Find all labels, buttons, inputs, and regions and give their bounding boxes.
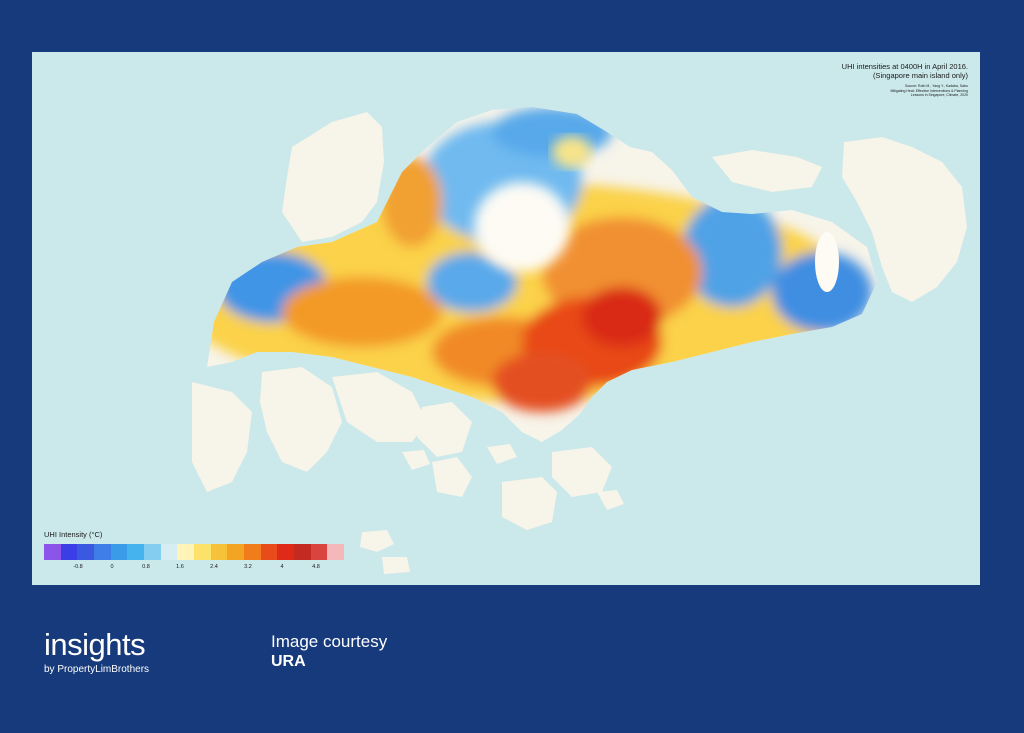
offshore-islands xyxy=(192,112,967,574)
legend-swatch xyxy=(77,544,95,560)
legend-swatch xyxy=(294,544,311,560)
brand-name: insights xyxy=(44,627,146,662)
legend-tick-label: 3.2 xyxy=(244,564,252,570)
map-title: UHI intensities at 0400H in April 2016. … xyxy=(842,62,968,80)
uhi-map-panel: UHI intensities at 0400H in April 2016. … xyxy=(32,52,980,585)
legend-swatch xyxy=(244,544,261,560)
legend-swatch xyxy=(110,544,128,560)
legend-swatch xyxy=(127,544,145,560)
source-line: Source: Roth M., Yang Y., Kadaba, Sabu xyxy=(905,84,968,88)
legend-swatch xyxy=(94,544,111,560)
legend-swatch xyxy=(210,544,228,560)
legend-tick-label: -0.8 xyxy=(73,564,83,570)
brand-logo: insights by PropertyLimBrothers xyxy=(44,627,150,676)
legend-tick-label: 1.6 xyxy=(176,564,184,570)
legend-swatch xyxy=(144,544,161,560)
legend-swatch xyxy=(277,544,295,560)
legend-swatch xyxy=(177,544,195,560)
uhi-legend: UHI Intensity (°C) -0.8 0 0.8 1.6 2.4 3.2 4 4.8 xyxy=(44,530,345,576)
legend-swatch xyxy=(194,544,211,560)
source-line: Mitigating Heat: Effective Interventions… xyxy=(890,88,968,93)
legend-swatch xyxy=(60,544,78,560)
singapore-uhi-map xyxy=(192,107,967,574)
legend-swatch xyxy=(44,544,61,560)
legend-swatch xyxy=(260,544,278,560)
credit-value: URA xyxy=(271,653,306,670)
legend-swatch xyxy=(227,544,245,560)
map-source-note: Source: Roth M., Yang Y., Kadaba, Sabu M… xyxy=(848,84,968,98)
map-title-line: (Singapore main island only) xyxy=(872,71,968,80)
legend-tick-label: 0.8 xyxy=(142,564,150,570)
legend-tick-label: 4 xyxy=(280,564,284,570)
map-title-line: UHI intensities at 0400H in April 2016. xyxy=(841,62,968,71)
legend-tick-label: 4.8 xyxy=(312,564,320,570)
brand-tagline: by PropertyLimBrothers xyxy=(44,664,150,675)
legend-ticks: -0.8 0 0.8 1.6 2.4 3.2 4 4.8 xyxy=(44,564,344,576)
legend-swatch xyxy=(327,544,345,560)
legend-title: UHI Intensity (°C) xyxy=(44,530,103,539)
legend-swatch xyxy=(160,544,178,560)
legend-tick-label: 0 xyxy=(110,564,114,570)
image-credit: Image courtesy URA xyxy=(271,632,387,672)
source-line: Lessons in Singapore, Climate, 2020 xyxy=(910,93,968,97)
credit-label: Image courtesy xyxy=(271,632,388,651)
legend-tick-label: 2.4 xyxy=(210,564,218,570)
legend-swatch xyxy=(310,544,328,560)
legend-color-bar xyxy=(44,544,345,560)
